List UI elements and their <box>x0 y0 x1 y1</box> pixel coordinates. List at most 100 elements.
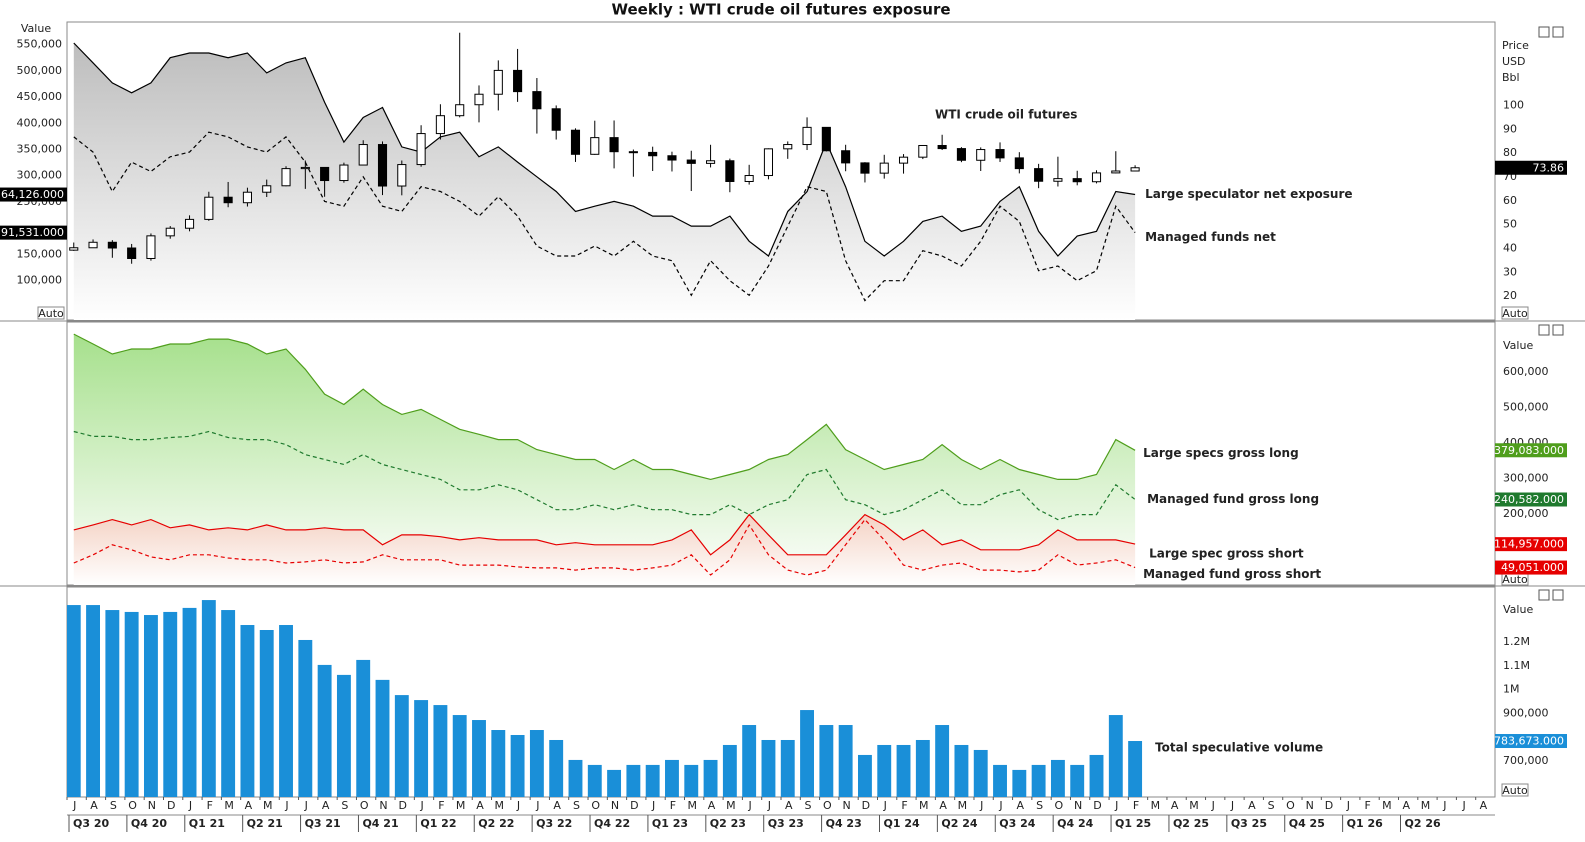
bar <box>317 664 332 797</box>
bar <box>491 730 506 797</box>
auto-button-label[interactable]: Auto <box>38 307 64 320</box>
y-tick-label: 400,000 <box>17 116 63 129</box>
x-tick-label: J <box>998 799 1002 812</box>
plot-area <box>73 333 1136 585</box>
quarter-label: Q3 20 <box>73 817 109 830</box>
quarter-label: Q3 21 <box>305 817 341 830</box>
candle-body <box>88 241 98 249</box>
candle-body <box>69 247 79 251</box>
x-tick-label: A <box>1171 799 1179 812</box>
y2-axis-title: Bbl <box>1502 71 1520 84</box>
y-tick-label: 1.1M <box>1503 659 1530 672</box>
y-tick-label: 300,000 <box>1503 471 1549 484</box>
candle-body <box>841 150 851 164</box>
quarter-label: Q1 26 <box>1347 817 1383 830</box>
candle-body <box>107 241 117 249</box>
x-tick-label: A <box>1402 799 1410 812</box>
bar <box>182 607 197 797</box>
auto-button-label[interactable]: Auto <box>1502 307 1528 320</box>
x-tick-label: J <box>747 799 751 812</box>
x-tick-label: A <box>708 799 716 812</box>
candle-body <box>397 164 407 187</box>
candle-body <box>1014 157 1024 170</box>
line <box>73 513 1136 556</box>
bar <box>433 705 448 797</box>
x-tick-label: M <box>495 799 505 812</box>
candle-body <box>513 69 523 93</box>
series-name: Large speculator net exposure <box>1145 187 1352 201</box>
bar <box>954 744 969 797</box>
candle-body <box>725 160 735 182</box>
x-tick-label: M <box>224 799 234 812</box>
x-tick-label: D <box>1325 799 1333 812</box>
auto-button-label[interactable]: Auto <box>1502 784 1528 797</box>
restore-button[interactable] <box>1538 589 1550 601</box>
mark-layer <box>73 333 1136 576</box>
series-name: Managed funds net <box>1145 230 1276 244</box>
x-tick-label: O <box>128 799 137 812</box>
candle-body <box>1111 170 1121 174</box>
auto-button[interactable] <box>1501 306 1529 320</box>
last-value-label: 783,673.000 <box>1494 735 1564 748</box>
last-value-label-box <box>1495 560 1567 575</box>
series-name: WTI crude oil futures <box>935 108 1077 122</box>
bar <box>1012 769 1027 797</box>
quarter-label: Q1 23 <box>652 817 688 830</box>
last-value-label: 49,051.000 <box>1501 561 1564 574</box>
quarter-label: Q4 25 <box>1289 817 1325 830</box>
candle-body <box>416 133 426 166</box>
auto-button[interactable] <box>1501 783 1529 797</box>
y-tick-label: 900,000 <box>1503 706 1549 719</box>
candle-body <box>744 175 754 182</box>
x-tick-label: D <box>630 799 638 812</box>
last-value-label-box <box>1495 443 1567 458</box>
mark-layer <box>67 600 1143 797</box>
last-value-label: 114,957.000 <box>1494 538 1564 551</box>
bar <box>67 605 81 797</box>
x-tick-label: F <box>901 799 907 812</box>
bar <box>356 659 371 797</box>
bar <box>857 754 872 797</box>
x-tick-label: M <box>1189 799 1199 812</box>
x-tick-label: S <box>1268 799 1275 812</box>
restore-button[interactable] <box>1538 324 1550 336</box>
bar <box>626 764 641 797</box>
window-controls <box>1538 26 1564 601</box>
y2-axis-title: USD <box>1502 55 1526 68</box>
y-tick-label: 20 <box>1503 289 1517 302</box>
auto-button[interactable] <box>37 306 65 320</box>
auto-button-label[interactable]: Auto <box>1502 573 1528 586</box>
close-button[interactable] <box>1552 324 1564 336</box>
x-tick-label: N <box>1074 799 1082 812</box>
close-button[interactable] <box>1552 26 1564 38</box>
bar <box>993 764 1007 797</box>
close-button[interactable] <box>1552 589 1564 601</box>
candle-body <box>783 144 793 150</box>
candle-body <box>474 93 484 106</box>
quarter-label: Q4 22 <box>594 817 630 830</box>
series-name: Managed fund gross long <box>1147 492 1319 506</box>
candle-body <box>493 69 503 95</box>
y-axis-title: Value <box>1503 603 1533 616</box>
x-tick-label: A <box>90 799 98 812</box>
bar <box>722 744 737 797</box>
bar <box>124 611 139 797</box>
restore-button[interactable] <box>1538 26 1550 38</box>
bar <box>86 605 100 797</box>
bar <box>279 625 293 797</box>
x-tick-label: F <box>670 799 676 812</box>
candle-body <box>435 115 445 135</box>
x-tick-label: J <box>1461 799 1465 812</box>
candle-body <box>570 129 581 155</box>
series-name: Large specs gross long <box>1143 446 1299 460</box>
candle-body <box>1072 178 1082 183</box>
quarter-label: Q3 24 <box>999 817 1035 830</box>
quarter-label: Q3 23 <box>768 817 804 830</box>
candle-body <box>763 148 774 177</box>
quarter-label: Q4 20 <box>131 817 167 830</box>
bar <box>665 759 679 797</box>
quarter-label: Q1 24 <box>883 817 919 830</box>
y-tick-label: 500,000 <box>1503 400 1549 413</box>
area <box>73 43 1136 320</box>
candle-body <box>898 156 909 164</box>
